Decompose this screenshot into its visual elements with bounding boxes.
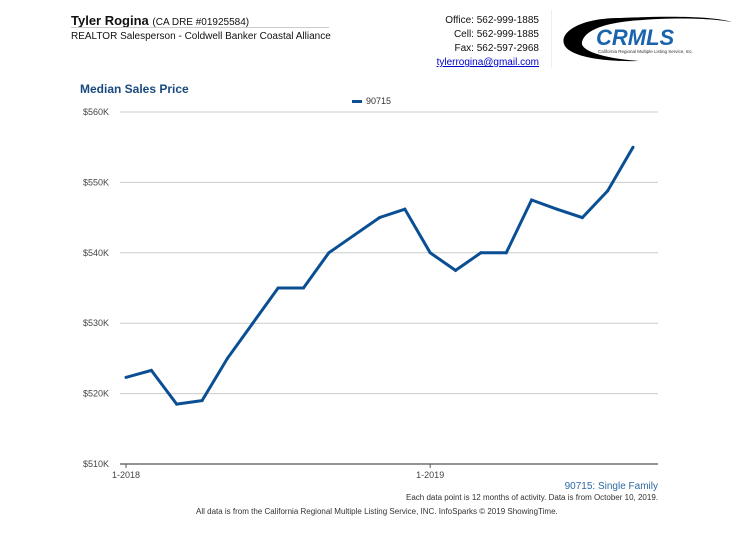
x-tick-label: 1-2019 [416,470,444,480]
data-point [428,251,432,255]
data-point [631,145,635,149]
data-point [479,251,483,255]
data-point [301,286,305,290]
data-point [555,207,559,211]
cell-phone: Cell: 562-999-1885 [453,29,539,40]
svg-text:California Regional Multiple L: California Regional Multiple Listing Ser… [598,49,693,54]
email-link[interactable]: tylerrogina@gmail.com [436,57,539,68]
data-point [225,356,229,360]
data-point [200,399,204,403]
data-point [504,251,508,255]
data-point [327,251,331,255]
data-point [124,375,128,379]
data-point [378,216,381,220]
data-point [403,207,407,211]
data-point [606,189,610,193]
svg-text:CRMLS: CRMLS [596,25,675,50]
fax-number: Fax: 562-597-2968 [454,43,539,54]
legend: 90715 [352,96,391,106]
series-note: 90715: Single Family [564,481,658,492]
data-point [352,233,356,237]
office-phone: Office: 562-999-1885 [445,15,539,26]
agent-name: Tyler Rogina (CA DRE #01925584) [71,13,249,28]
data-note: Each data point is 12 months of activity… [406,493,658,502]
legend-label: 90715 [366,96,392,106]
data-point [530,198,534,202]
y-tick-label: $560K [83,107,109,117]
y-tick-label: $540K [83,248,109,258]
source-note: All data is from the California Regional… [196,507,558,516]
y-tick-label: $530K [83,318,109,328]
y-tick-label: $520K [83,389,109,399]
crmls-logo: CRMLS California Regional Multiple Listi… [563,16,732,62]
data-point [251,321,255,325]
agent-role: REALTOR Salesperson - Coldwell Banker Co… [71,31,331,42]
y-tick-label: $510K [83,459,109,469]
chart-title: Median Sales Price [80,82,189,96]
agent-name-text: Tyler Rogina [71,13,149,28]
data-point [149,368,153,372]
data-point [276,286,280,290]
y-tick-label: $550K [83,177,109,187]
x-tick-label: 1-2018 [112,470,140,480]
data-point [580,216,584,220]
data-point [175,402,179,406]
legend-swatch [352,99,362,103]
contact-info: Office: 562-999-1885 Cell: 562-999-1885 … [437,14,539,70]
divider [71,27,329,28]
data-point [454,268,458,272]
license-number: (CA DRE #01925584) [152,17,250,28]
divider [551,10,552,68]
series-line-90715 [125,146,635,406]
